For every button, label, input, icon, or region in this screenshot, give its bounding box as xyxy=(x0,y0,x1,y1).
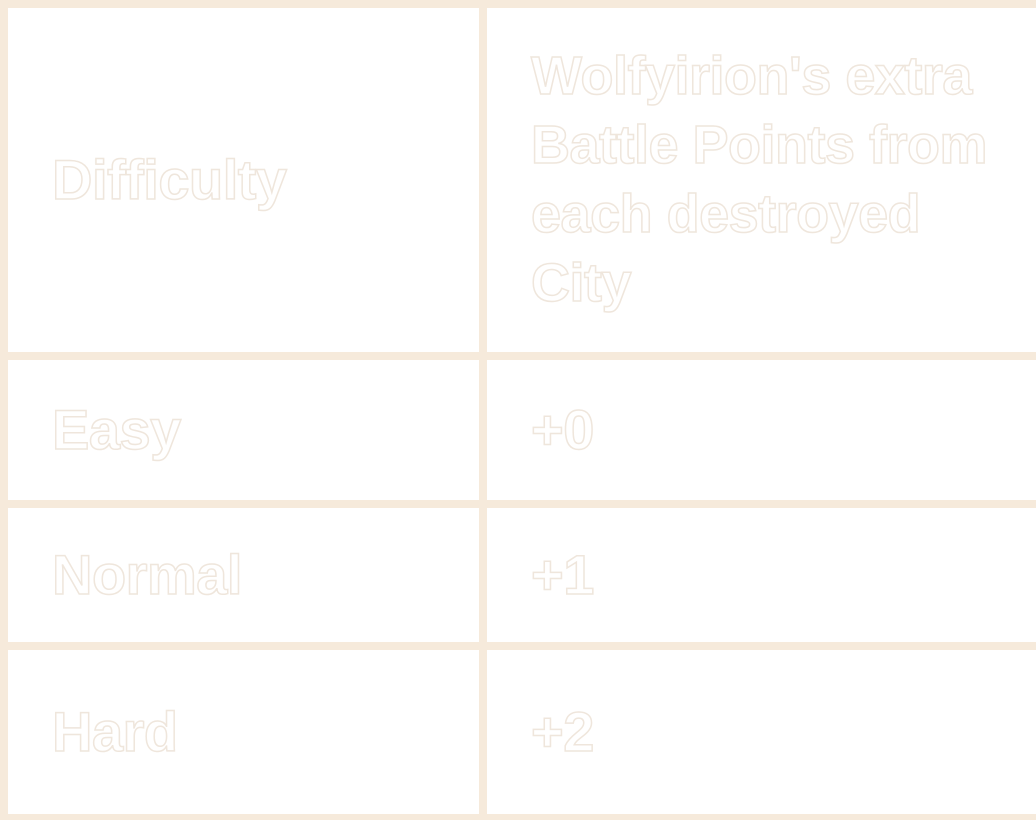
row-hard-points: +2 xyxy=(487,650,1036,814)
row-normal-points: +1 xyxy=(487,508,1036,642)
row-hard-difficulty: Hard xyxy=(8,650,479,814)
header-extra-battle-points: Wolfyirion's extra Battle Points from ea… xyxy=(487,8,1036,352)
row-easy-points: +0 xyxy=(487,360,1036,500)
table-row: Hard +2 xyxy=(8,650,1036,814)
header-difficulty: Difficulty xyxy=(8,8,479,352)
table-header-row: Difficulty Wolfyirion's extra Battle Poi… xyxy=(8,8,1036,352)
table-row: Easy +0 xyxy=(8,360,1036,500)
row-easy-difficulty: Easy xyxy=(8,360,479,500)
row-normal-difficulty: Normal xyxy=(8,508,479,642)
table-row: Normal +1 xyxy=(8,508,1036,642)
